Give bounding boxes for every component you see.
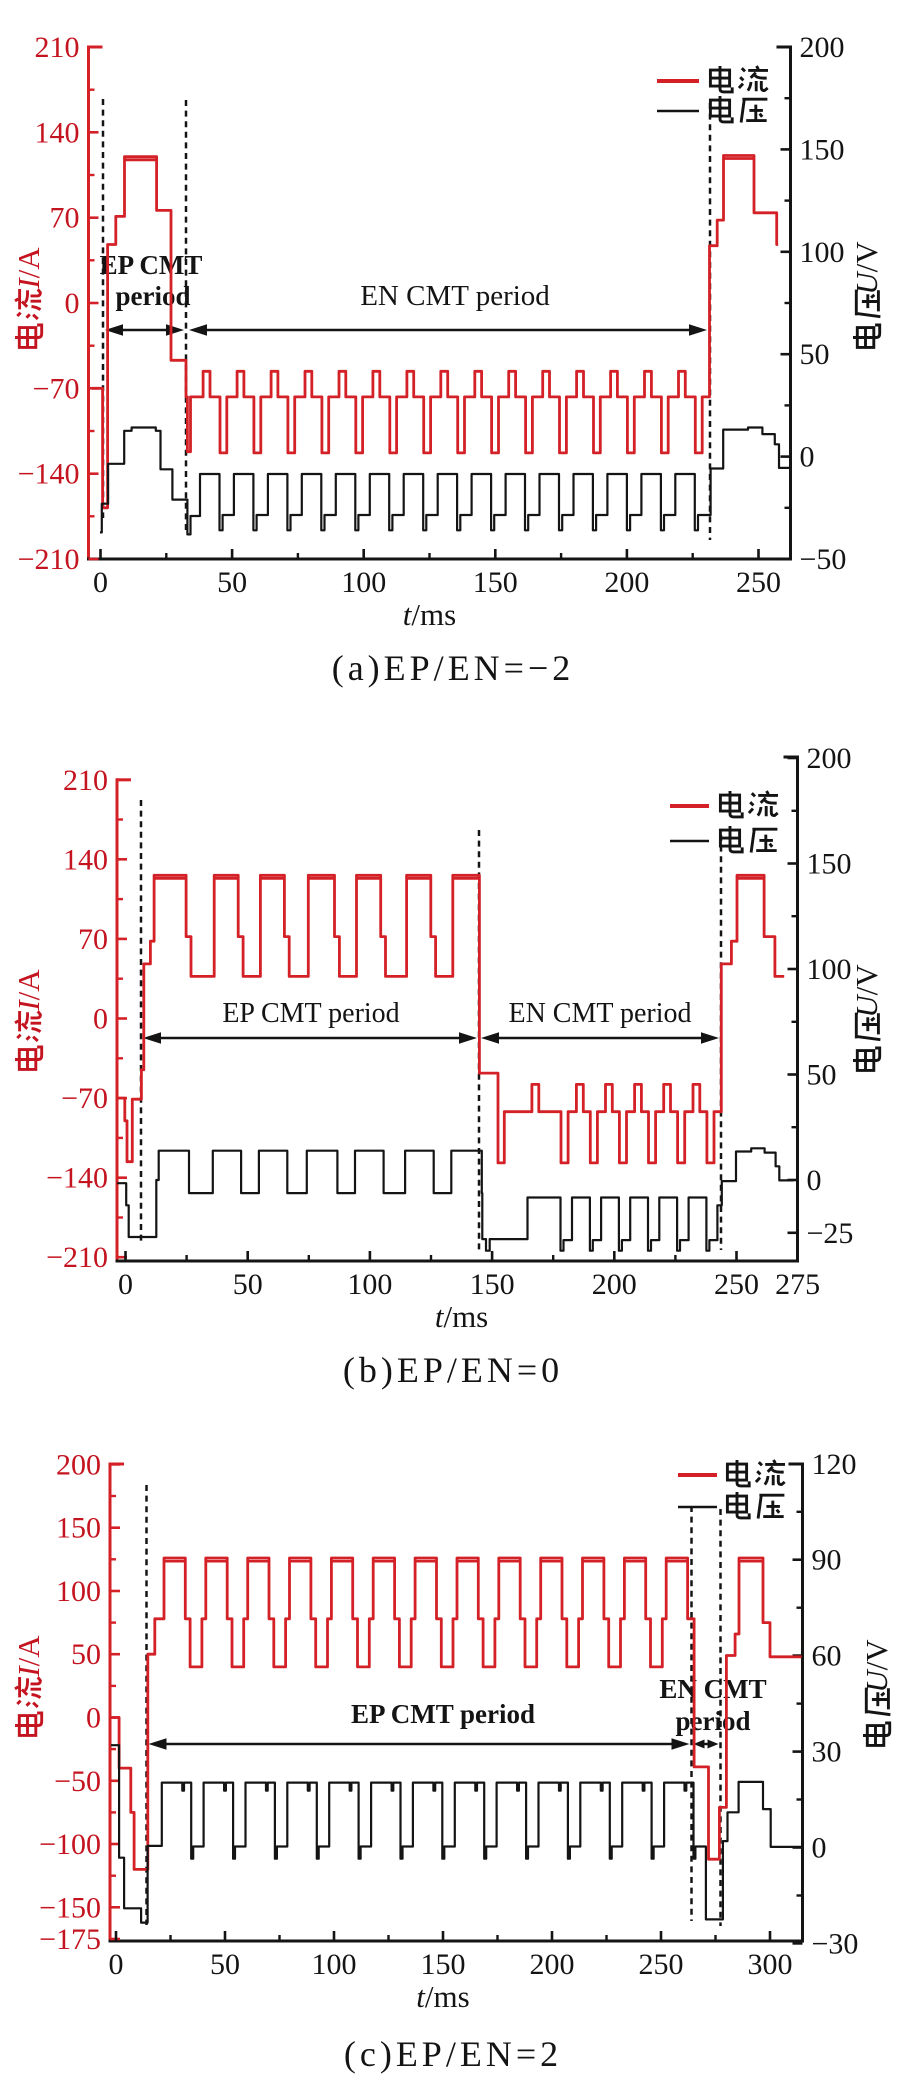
svg-text:period: period [675, 1706, 750, 1736]
svg-text:50: 50 [210, 1948, 240, 1981]
svg-text:120: 120 [812, 1448, 857, 1481]
svg-text:70: 70 [50, 202, 80, 235]
svg-text:EN CMT period: EN CMT period [360, 280, 550, 312]
svg-text:U/V: U/V [859, 1639, 894, 1693]
svg-text:−70: −70 [33, 372, 80, 405]
svg-text:I/A: I/A [11, 969, 46, 1012]
svg-text:−150: −150 [39, 1891, 101, 1924]
svg-text:−210: −210 [46, 1241, 108, 1274]
svg-text:I/A: I/A [11, 247, 46, 290]
svg-text:210: 210 [63, 764, 108, 797]
svg-text:0: 0 [807, 1164, 822, 1197]
svg-text:200: 200 [604, 566, 649, 599]
svg-text:EN CMT: EN CMT [659, 1674, 766, 1704]
svg-text:0: 0 [93, 566, 108, 599]
svg-text:0: 0 [65, 287, 80, 320]
svg-text:50: 50 [800, 338, 830, 371]
svg-text:300: 300 [748, 1948, 793, 1981]
svg-text:0: 0 [86, 1702, 101, 1735]
svg-text:−25: −25 [807, 1217, 854, 1250]
svg-text:100: 100 [341, 566, 386, 599]
svg-text:275: 275 [775, 1268, 820, 1301]
svg-text:200: 200 [807, 742, 852, 775]
svg-text:200: 200 [592, 1268, 637, 1301]
svg-text:30: 30 [812, 1736, 842, 1769]
svg-text:150: 150 [473, 566, 518, 599]
svg-text:EP CMT period: EP CMT period [351, 1699, 535, 1729]
svg-text:50: 50 [71, 1638, 101, 1671]
svg-text:140: 140 [63, 843, 108, 876]
svg-text:t/ms: t/ms [435, 1299, 488, 1334]
svg-text:−140: −140 [46, 1162, 108, 1195]
svg-text:0: 0 [812, 1832, 827, 1865]
svg-text:−70: −70 [61, 1082, 108, 1115]
svg-text:140: 140 [35, 116, 80, 149]
svg-text:60: 60 [812, 1640, 842, 1673]
svg-text:90: 90 [812, 1544, 842, 1577]
svg-text:0: 0 [109, 1948, 124, 1981]
svg-text:EN CMT period: EN CMT period [508, 998, 691, 1029]
svg-text:U/V: U/V [849, 241, 884, 295]
svg-text:−100: −100 [39, 1828, 101, 1861]
svg-text:(c)EP/EN=2: (c)EP/EN=2 [344, 2034, 562, 2074]
svg-text:150: 150 [807, 848, 852, 881]
svg-text:100: 100 [807, 953, 852, 986]
svg-text:50: 50 [807, 1059, 837, 1092]
svg-text:70: 70 [78, 923, 108, 956]
svg-text:150: 150 [470, 1268, 515, 1301]
svg-text:U/V: U/V [849, 964, 884, 1018]
svg-text:I/A: I/A [11, 1635, 46, 1678]
svg-text:250: 250 [639, 1948, 684, 1981]
svg-text:200: 200 [56, 1448, 101, 1481]
svg-text:50: 50 [233, 1268, 263, 1301]
svg-text:0: 0 [93, 1003, 108, 1036]
svg-text:period: period [115, 281, 190, 311]
svg-text:250: 250 [714, 1268, 759, 1301]
svg-text:100: 100 [800, 236, 845, 269]
svg-text:50: 50 [217, 566, 247, 599]
svg-text:150: 150 [56, 1512, 101, 1545]
svg-text:200: 200 [800, 31, 845, 64]
svg-text:(b)EP/EN=0: (b)EP/EN=0 [343, 1350, 563, 1390]
svg-text:EP CMT period: EP CMT period [222, 998, 399, 1029]
svg-text:t/ms: t/ms [403, 597, 456, 632]
svg-text:t/ms: t/ms [416, 1979, 469, 2014]
svg-text:−140: −140 [18, 458, 80, 491]
svg-text:100: 100 [312, 1948, 357, 1981]
svg-text:150: 150 [800, 133, 845, 166]
svg-text:250: 250 [736, 566, 781, 599]
svg-text:150: 150 [421, 1948, 466, 1981]
svg-text:0: 0 [800, 441, 815, 474]
svg-text:EP CMT: EP CMT [100, 250, 203, 280]
svg-text:100: 100 [347, 1268, 392, 1301]
svg-text:100: 100 [56, 1575, 101, 1608]
svg-text:−175: −175 [39, 1923, 101, 1956]
svg-text:−30: −30 [812, 1927, 859, 1960]
svg-text:−50: −50 [800, 543, 847, 576]
svg-text:0: 0 [118, 1268, 133, 1301]
svg-text:−210: −210 [18, 543, 80, 576]
svg-text:(a)EP/EN=−2: (a)EP/EN=−2 [332, 648, 575, 688]
svg-text:−50: −50 [54, 1765, 101, 1798]
svg-text:200: 200 [530, 1948, 575, 1981]
svg-text:210: 210 [35, 31, 80, 64]
